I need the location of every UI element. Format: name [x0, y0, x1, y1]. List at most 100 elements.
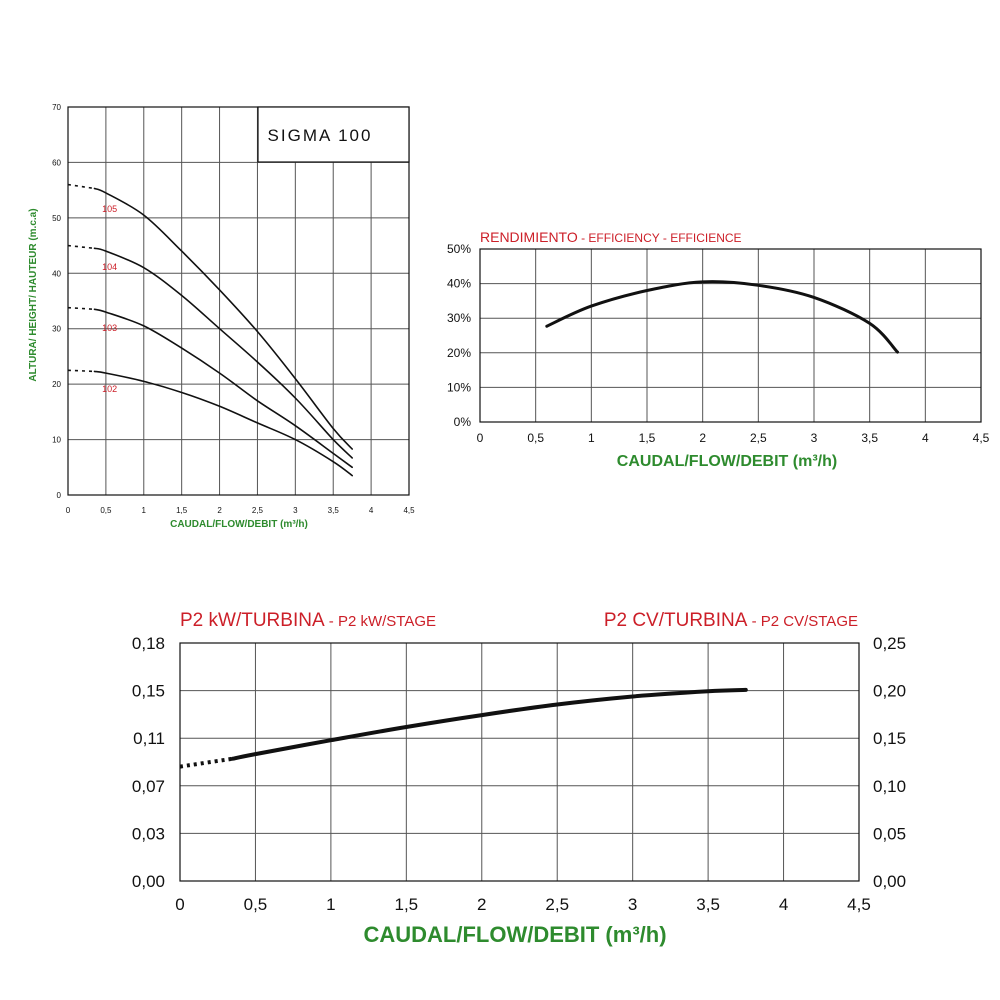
head-curve-105	[93, 187, 353, 450]
power-y-tick-label-right: 0,05	[873, 824, 906, 843]
efficiency-grid	[480, 249, 981, 422]
efficiency-y-tick-label: 40%	[447, 277, 471, 291]
power-curves	[179, 687, 748, 769]
power-y-tick-label-left: 0,11	[133, 729, 165, 748]
title-box	[257, 106, 410, 163]
head-y-tick-label: 20	[52, 380, 61, 389]
head-curve-102	[93, 370, 353, 477]
power-x-tick-label: 4	[779, 895, 788, 914]
power-y-tick-label-left: 0,03	[132, 824, 165, 843]
power-kw-title-sub: - P2 kW/STAGE	[325, 613, 436, 630]
head-y-tick-label: 70	[52, 103, 61, 112]
efficiency-y-tick-label: 20%	[447, 346, 471, 360]
head-y-ticks: 0 10 20 30 40 50 60 70	[52, 103, 61, 500]
efficiency-x-tick-label: 0	[477, 431, 484, 445]
power-y-ticks-right: 0,00 0,05 0,10 0,15 0,20 0,25	[873, 634, 906, 891]
power-frame	[179, 642, 860, 882]
efficiency-y-tick-label: 30%	[447, 311, 471, 325]
head-curve-103	[93, 308, 353, 469]
power-cv-title-main: P2 CV/TURBINA	[604, 610, 748, 631]
efficiency-x-tick-label: 4,5	[973, 431, 990, 445]
power-x-tick-label: 3	[628, 895, 637, 914]
efficiency-title-sub: - EFFICIENCY - EFFICIENCE	[578, 231, 742, 245]
power-y-tick-label-left: 0,15	[132, 682, 165, 701]
head-y-tick-label: 0	[57, 491, 62, 500]
power-y-tick-label-right: 0,00	[873, 872, 906, 891]
power-x-tick-label: 0,5	[244, 895, 268, 914]
power-chart: P2 kW/TURBINA - P2 kW/STAGE P2 CV/TURBIN…	[132, 610, 906, 947]
chart-title: SIGMA 100	[268, 126, 373, 145]
power-cv-title: P2 CV/TURBINA - P2 CV/STAGE	[604, 610, 858, 631]
head-x-tick-label: 2	[217, 506, 222, 515]
head-curves: 105 104 103 102	[67, 183, 353, 477]
efficiency-x-tick-label: 2	[699, 431, 706, 445]
power-x-tick-label: 0	[175, 895, 184, 914]
head-x-tick-label: 1,5	[176, 506, 188, 515]
head-x-tick-label: 4	[369, 506, 374, 515]
power-x-tick-label: 3,5	[696, 895, 720, 914]
efficiency-x-tick-label: 0,5	[527, 431, 544, 445]
head-x-tick-label: 4,5	[403, 506, 415, 515]
head-y-tick-label: 10	[52, 436, 61, 445]
head-curve-label-105: 105	[102, 204, 117, 214]
power-y-ticks-left: 0,00 0,03 0,07 0,11 0,15 0,18	[132, 634, 165, 891]
power-kw-title: P2 kW/TURBINA - P2 kW/STAGE	[180, 610, 436, 631]
efficiency-y-tick-label: 10%	[447, 380, 471, 394]
efficiency-x-tick-label: 3,5	[861, 431, 878, 445]
head-y-tick-label: 40	[52, 269, 61, 278]
power-cv-title-sub: - P2 CV/STAGE	[747, 613, 858, 630]
power-x-ticks: 0 0,5 1 1,5 2 2,5 3 3,5 4 4,5	[175, 895, 871, 914]
power-y-tick-label-left: 0,07	[132, 777, 165, 796]
efficiency-x-tick-label: 4	[922, 431, 929, 445]
efficiency-title-main: RENDIMIENTO	[480, 229, 578, 245]
power-x-axis-label: CAUDAL/FLOW/DEBIT (m³/h)	[363, 922, 666, 947]
power-kw-title-main: P2 kW/TURBINA	[180, 610, 325, 631]
power-x-tick-label: 1	[326, 895, 335, 914]
head-curve-extension-104	[67, 244, 95, 250]
power-curve-extension	[179, 756, 234, 769]
power-x-tick-label: 2,5	[545, 895, 569, 914]
head-chart-grid	[68, 107, 409, 495]
efficiency-x-tick-label: 1,5	[639, 431, 656, 445]
head-y-tick-label: 60	[52, 158, 61, 167]
head-x-tick-label: 1	[142, 506, 147, 515]
power-x-tick-label: 4,5	[847, 895, 871, 914]
efficiency-x-tick-label: 1	[588, 431, 595, 445]
power-y-tick-label-right: 0,10	[873, 777, 906, 796]
head-curve-label-103: 103	[102, 323, 117, 333]
efficiency-x-tick-label: 2,5	[750, 431, 767, 445]
power-grid	[180, 643, 859, 881]
head-y-tick-label: 30	[52, 325, 61, 334]
head-curve-label-102: 102	[102, 384, 117, 394]
power-y-tick-label-right: 0,15	[873, 729, 906, 748]
power-y-tick-label-right: 0,25	[873, 634, 906, 653]
head-y-tick-label: 50	[52, 214, 61, 223]
efficiency-y-tick-label: 50%	[447, 242, 471, 256]
efficiency-y-ticks: 0% 10% 20% 30% 40% 50%	[447, 242, 471, 429]
efficiency-x-tick-label: 3	[811, 431, 818, 445]
head-x-axis-label: CAUDAL/FLOW/DEBIT (m³/h)	[170, 519, 308, 530]
power-x-tick-label: 2	[477, 895, 486, 914]
power-y-tick-label-left: 0,18	[132, 634, 165, 653]
efficiency-y-tick-label: 0%	[454, 415, 472, 429]
head-x-tick-label: 3,5	[328, 506, 340, 515]
head-x-ticks: 0 0,5 1 1,5 2 2,5 3 3,5 4 4,5	[66, 506, 415, 515]
efficiency-x-ticks: 0 0,5 1 1,5 2 2,5 3 3,5 4 4,5	[477, 431, 990, 445]
efficiency-curve	[545, 280, 899, 354]
head-x-tick-label: 3	[293, 506, 298, 515]
head-curve-104	[93, 247, 353, 459]
head-curve-extension-105	[67, 183, 95, 190]
efficiency-x-axis-label: CAUDAL/FLOW/DEBIT (m³/h)	[617, 453, 837, 470]
head-curve-label-104: 104	[102, 262, 117, 272]
power-x-tick-label: 1,5	[395, 895, 419, 914]
head-x-tick-label: 2,5	[252, 506, 264, 515]
efficiency-frame	[479, 248, 982, 423]
head-x-tick-label: 0	[66, 506, 71, 515]
head-x-tick-label: 0,5	[100, 506, 112, 515]
head-curve-extension-102	[67, 369, 95, 373]
head-y-axis-label: ALTURA/ HEIGHT/ HAUTEUR (m.c.a)	[28, 208, 39, 381]
efficiency-title: RENDIMIENTO - EFFICIENCY - EFFICIENCE	[480, 229, 742, 245]
